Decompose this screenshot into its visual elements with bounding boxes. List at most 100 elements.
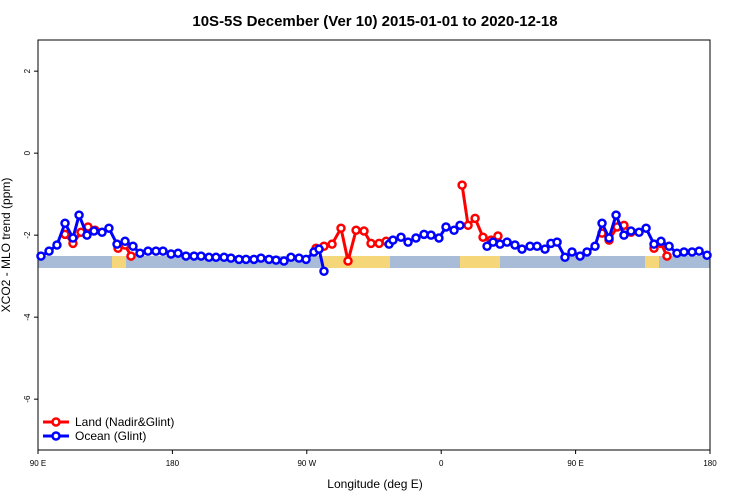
data-point: [314, 244, 324, 254]
data-point: [271, 255, 281, 265]
data-point: [97, 227, 107, 238]
y-tick-label: 2: [23, 68, 32, 73]
data-point: [493, 231, 503, 241]
data-point: [388, 235, 398, 245]
data-point: [359, 226, 369, 236]
data-point: [604, 233, 614, 243]
data-point: [482, 241, 492, 251]
data-point: [626, 226, 636, 236]
data-point: [211, 252, 221, 263]
legend-label: Ocean (Glint): [75, 429, 146, 443]
data-point: [82, 230, 92, 240]
data-point: [89, 226, 99, 236]
x-tick-label: 90 W: [297, 459, 316, 468]
data-point: [656, 236, 666, 247]
data-point: [135, 248, 145, 258]
data-point: [74, 210, 84, 220]
data-point: [104, 223, 114, 233]
data-point: [567, 247, 577, 257]
data-point: [502, 237, 512, 247]
data-point: [143, 246, 153, 256]
land-strip: [112, 256, 126, 268]
data-point: [478, 232, 488, 242]
data-point: [396, 232, 406, 242]
y-axis-label: XCO2 - MLO trend (ppm): [0, 178, 13, 313]
data-point: [441, 222, 451, 232]
data-point: [517, 244, 527, 254]
data-point: [158, 246, 168, 256]
data-point: [532, 241, 542, 251]
data-point: [457, 180, 467, 190]
data-point: [301, 254, 311, 265]
data-point: [540, 244, 550, 254]
data-point: [426, 230, 436, 240]
data-point: [552, 237, 562, 247]
x-tick-label: 90 E: [30, 459, 46, 468]
data-point: [679, 247, 689, 257]
data-point: [634, 227, 644, 238]
data-point: [128, 241, 138, 251]
data-point: [403, 237, 413, 247]
data-point: [351, 225, 361, 235]
x-tick-label: 180: [703, 459, 717, 468]
data-point: [343, 256, 353, 266]
data-point: [112, 239, 122, 249]
x-tick-label: 180: [166, 459, 180, 468]
data-point: [366, 238, 376, 249]
data-point: [664, 241, 674, 251]
data-point: [173, 248, 183, 258]
y-tick-label: 0: [23, 150, 32, 155]
data-point: [226, 253, 236, 263]
data-point: [463, 220, 473, 231]
data-point: [694, 246, 704, 256]
data-point: [702, 250, 712, 260]
data-point: [60, 218, 70, 229]
data-point: [641, 223, 651, 233]
y-tick-label: -4: [23, 313, 32, 321]
data-point: [120, 236, 130, 247]
legend: Land (Nadir&Glint)Ocean (Glint): [43, 415, 174, 443]
data-point: [582, 247, 592, 257]
legend-marker: [51, 417, 61, 427]
x-tick-label: 0: [439, 459, 444, 468]
data-point: [327, 239, 337, 249]
chart-title: 10S-5S December (Ver 10) 2015-01-01 to 2…: [192, 13, 557, 30]
legend-label: Land (Nadir&Glint): [75, 415, 174, 429]
data-point: [36, 251, 46, 261]
data-point: [597, 218, 607, 229]
data-point: [590, 241, 600, 251]
land-strip: [460, 256, 500, 268]
data-point: [286, 252, 296, 263]
data-point: [181, 251, 191, 261]
data-point: [455, 220, 465, 231]
legend-marker: [51, 431, 61, 441]
map-strip: [38, 256, 710, 268]
data-point: [68, 233, 78, 243]
data-point: [434, 233, 444, 243]
y-tick-label: -2: [23, 231, 32, 239]
data-point: [279, 256, 289, 266]
y-tick-label: -6: [23, 395, 32, 403]
x-tick-label: 90 E: [567, 459, 583, 468]
land-strip: [645, 256, 659, 268]
data-point: [336, 223, 346, 233]
data-point: [319, 266, 329, 276]
data-point: [619, 230, 629, 240]
data-point: [126, 251, 136, 261]
data-point: [256, 253, 266, 263]
x-axis-label: Longitude (deg E): [327, 477, 422, 491]
data-point: [611, 210, 621, 220]
data-point: [560, 252, 570, 263]
plot-frame: [37, 39, 711, 451]
data-point: [662, 251, 672, 261]
data-point: [44, 246, 54, 256]
data-point: [449, 225, 459, 235]
data-point: [196, 251, 206, 261]
data-point: [52, 240, 62, 250]
land-strip: [322, 256, 390, 268]
data-point: [510, 240, 520, 250]
data-point: [470, 213, 480, 224]
data-point: [241, 254, 251, 265]
